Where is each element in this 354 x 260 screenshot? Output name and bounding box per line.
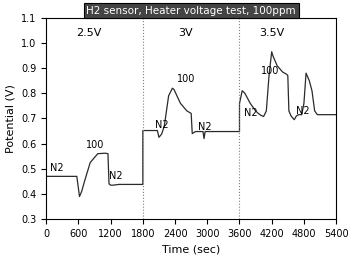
Text: 3.5V: 3.5V — [259, 28, 284, 38]
Title: H2 sensor, Heater voltage test, 100ppm: H2 sensor, Heater voltage test, 100ppm — [86, 5, 296, 16]
Text: 2.5V: 2.5V — [76, 28, 102, 38]
Text: 100: 100 — [177, 74, 195, 85]
Text: N2: N2 — [245, 108, 258, 119]
Text: N2: N2 — [155, 120, 169, 130]
X-axis label: Time (sec): Time (sec) — [162, 244, 220, 255]
Text: 100: 100 — [262, 66, 280, 76]
Y-axis label: Potential (V): Potential (V) — [6, 84, 16, 153]
Text: N2: N2 — [198, 121, 211, 132]
Text: 100: 100 — [86, 140, 105, 150]
Text: N2: N2 — [50, 162, 64, 173]
Text: N2: N2 — [109, 171, 123, 181]
Text: 3V: 3V — [178, 28, 193, 38]
Text: N2: N2 — [296, 106, 310, 116]
